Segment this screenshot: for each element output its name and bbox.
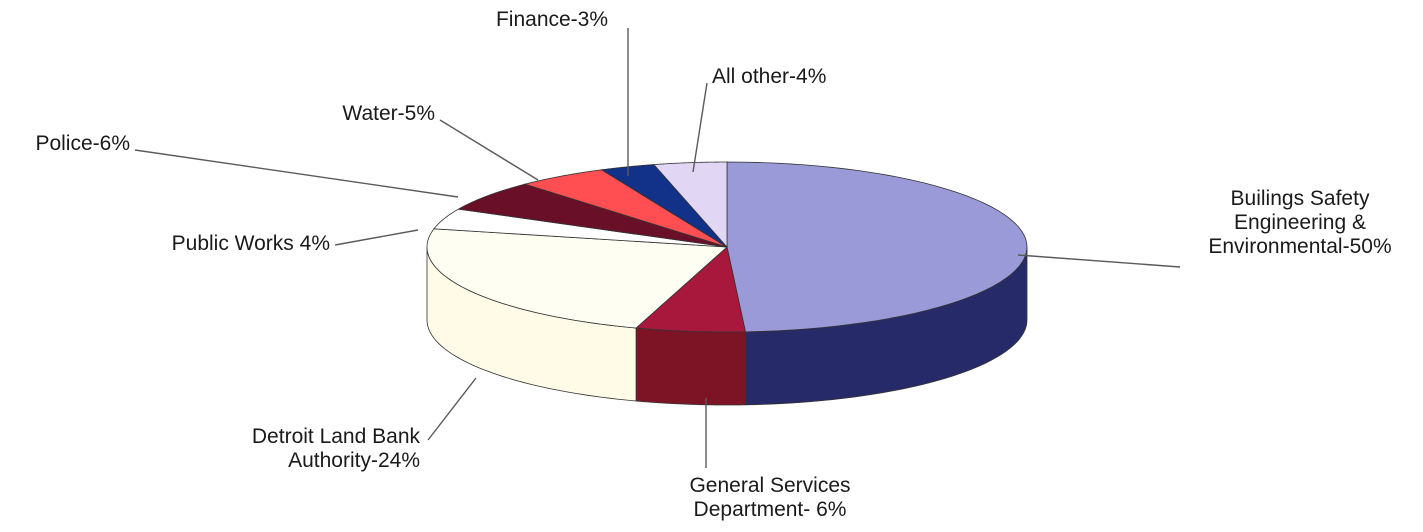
slice-top-gsd	[635, 246, 746, 333]
slice-label-line: Detroit Land Bank	[252, 425, 421, 448]
slice-top-bse	[726, 161, 1028, 333]
pie-top-faces	[426, 161, 1028, 333]
leader-line-police	[134, 149, 459, 198]
slice-label-line: Finance-3%	[496, 8, 608, 31]
slice-label-line: Water-5%	[342, 102, 435, 125]
slice-label-other: All other-4%	[712, 65, 826, 88]
slice-label-line: Police-6%	[35, 132, 130, 155]
slice-label-dlba: Detroit Land Bank Authority-24%	[252, 425, 421, 472]
slice-label-line: All other-4%	[712, 65, 826, 88]
slice-top-other	[652, 161, 728, 249]
label-leader-lines	[134, 28, 1181, 468]
slice-label-pw: Public Works 4%	[172, 232, 330, 255]
slice-label-line: Engineering &	[1234, 211, 1366, 234]
slice-label-finance: Finance-3%	[496, 8, 608, 31]
slice-labels: Builings Safety Engineering & Environmenta…	[35, 8, 1391, 521]
leader-line-dlba	[427, 377, 477, 441]
slice-label-line: Public Works 4%	[172, 232, 330, 255]
leader-line-bse	[1017, 254, 1181, 268]
slice-label-police: Police-6%	[35, 132, 130, 155]
slice-label-line: Department- 6%	[694, 498, 847, 521]
slice-label-water: Water-5%	[342, 102, 435, 125]
leader-line-pw	[334, 229, 419, 246]
slice-label-line: General Services	[689, 474, 850, 497]
slice-label-bse: Builings Safety Engineering & Environmenta…	[1208, 187, 1391, 258]
slice-side-gsd	[635, 327, 746, 406]
slice-label-line: Environmental-50%	[1208, 235, 1391, 258]
slice-top-dlba	[426, 228, 728, 329]
leader-line-other	[692, 82, 708, 173]
slice-top-finance	[600, 164, 728, 248]
pie-depth-sides	[426, 246, 1028, 406]
slice-label-line: Builings Safety	[1231, 187, 1370, 210]
slice-top-police	[457, 183, 728, 248]
slice-label-line: Authority-24%	[288, 449, 420, 472]
slice-top-water	[523, 169, 728, 248]
slice-top-pw	[433, 208, 728, 248]
leader-line-water	[439, 119, 539, 181]
slice-label-gsd: General Services Department- 6%	[689, 474, 850, 521]
